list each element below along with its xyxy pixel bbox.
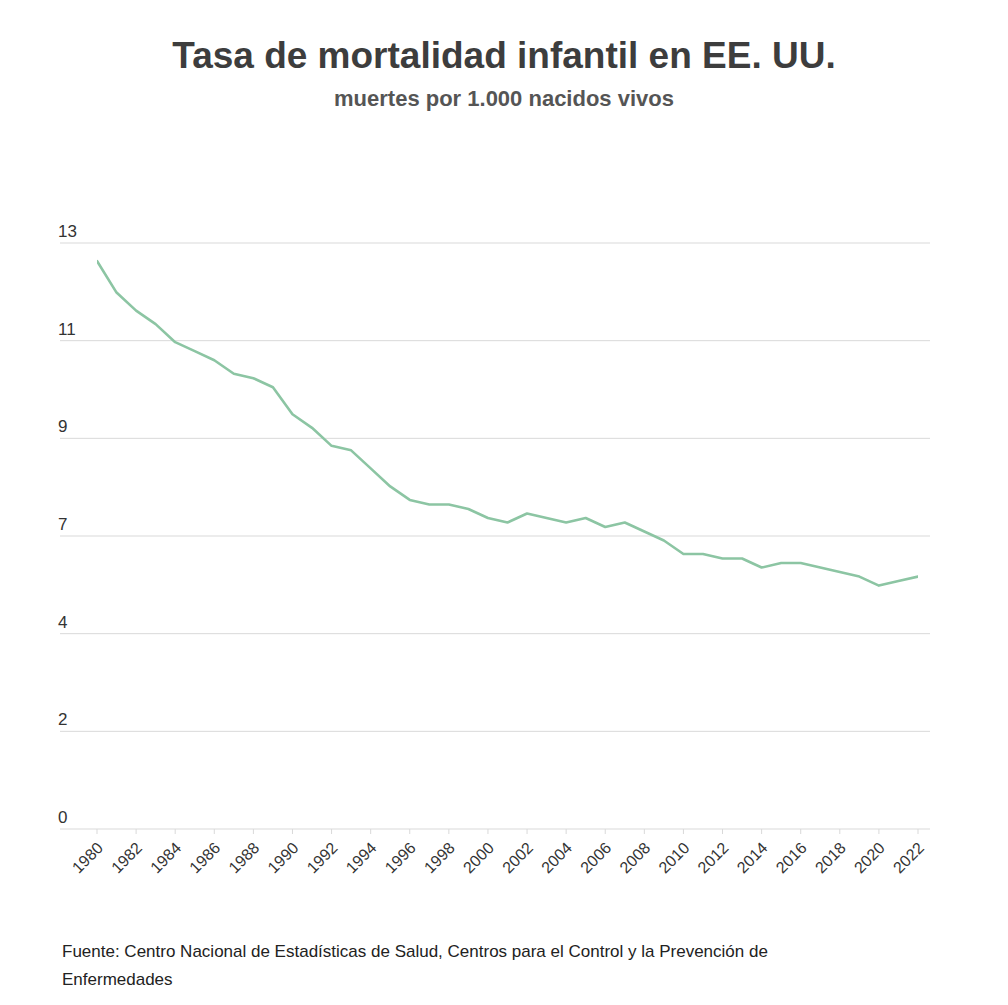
chart: Tasa de mortalidad infantil en EE. UU. mu… [0,0,1008,1005]
x-tick [761,829,762,834]
title: Tasa de mortalidad infantil en EE. UU. [172,35,835,76]
grid-line [60,340,930,341]
x-tick [644,829,645,834]
x-tick-label: 2016 [773,839,810,876]
x-tick [175,829,176,834]
x-tick-label: 1988 [225,839,262,876]
line [97,261,918,586]
x-tick [683,829,684,834]
y-tick-label: 2 [58,710,67,729]
x-tick [566,829,567,834]
x-tick-label: 1990 [264,839,301,876]
y-tick-label: 11 [58,320,76,339]
x-tick [136,829,137,834]
x-tick [878,829,879,834]
x-tick-label: 2012 [694,839,731,876]
x-tick-label: 1996 [382,839,419,876]
x-tick [448,829,449,834]
x-tick-label: 1984 [147,839,184,876]
x-tick-label: 2022 [890,839,927,876]
grid-line [60,633,930,634]
x-tick [253,829,254,834]
x-tick [527,829,528,834]
x-tick-label: 1980 [69,839,106,876]
x-tick [800,829,801,834]
x-tick-label: 1994 [343,839,380,876]
x-tick-label: 2004 [538,839,575,876]
grid-line [60,829,930,830]
grid-line [60,243,930,244]
x-tick-label: 1986 [186,839,223,876]
x-tick-label: 2006 [577,839,614,876]
x-tick-label: 2002 [499,839,536,876]
y-tick-label: 9 [58,417,67,436]
x-tick-label: 2000 [460,839,497,876]
x-tick [409,829,410,834]
x-tick [918,829,919,834]
x-tick-label: 1992 [304,839,341,876]
y-tick-label: 4 [58,613,67,632]
x-tick [605,829,606,834]
x-tick [97,829,98,834]
x-tick-label: 2020 [851,839,888,876]
x-tick [722,829,723,834]
source-note: Fuente: Centro Nacional de Estadísticas … [62,938,882,994]
subtitle: muertes por 1.000 nacidos vivos [334,86,674,111]
x-tick [292,829,293,834]
x-tick-label: 2018 [812,839,849,876]
grid-line [60,438,930,439]
y-tick-label: 7 [58,515,67,534]
x-tick-label: 1982 [108,839,145,876]
x-tick [839,829,840,834]
plot-area [97,261,918,586]
x-tick-label: 2008 [616,839,653,876]
x-tick-label: 1998 [421,839,458,876]
x-tick [331,829,332,834]
x-tick [370,829,371,834]
x-tick [487,829,488,834]
x-tick-label: 2014 [734,839,771,876]
x-tick [214,829,215,834]
grid-line [60,731,930,732]
x-tick-label: 2010 [655,839,692,876]
y-tick-label: 0 [58,808,67,827]
y-tick-label: 13 [58,222,77,241]
grid-line [60,536,930,537]
